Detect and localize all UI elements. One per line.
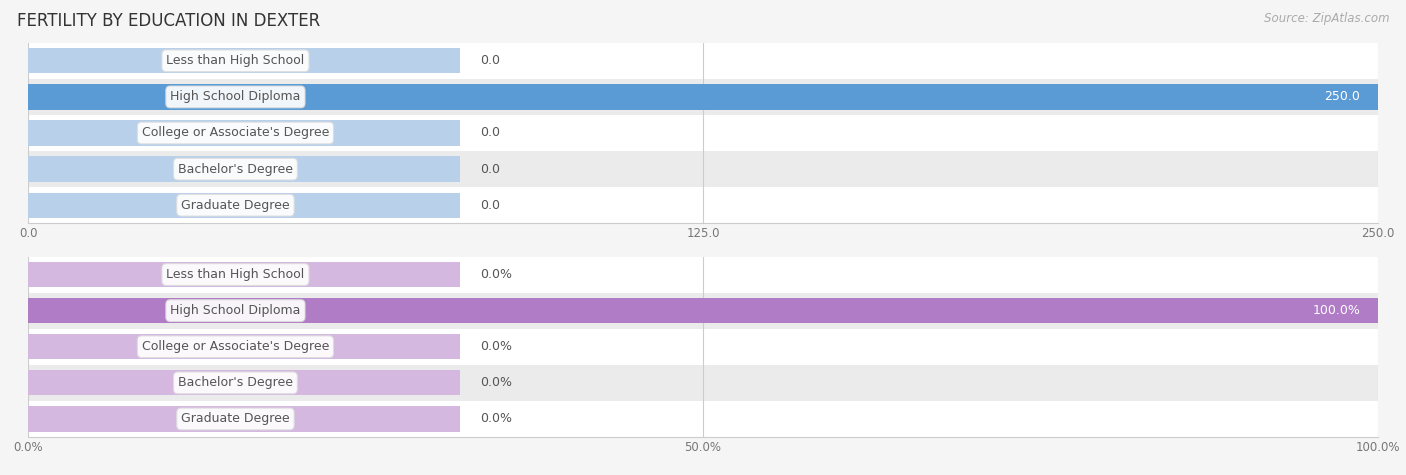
Bar bbox=[28, 187, 1378, 223]
Text: 0.0%: 0.0% bbox=[481, 340, 512, 353]
Bar bbox=[28, 298, 1378, 323]
Text: Less than High School: Less than High School bbox=[166, 54, 305, 67]
Bar bbox=[28, 256, 1378, 293]
Bar bbox=[28, 43, 1378, 79]
Bar bbox=[28, 329, 1378, 365]
Text: High School Diploma: High School Diploma bbox=[170, 304, 301, 317]
Bar bbox=[28, 151, 1378, 187]
Text: Bachelor's Degree: Bachelor's Degree bbox=[179, 376, 292, 390]
Bar bbox=[28, 120, 460, 146]
Text: Source: ZipAtlas.com: Source: ZipAtlas.com bbox=[1264, 12, 1389, 25]
Text: 0.0%: 0.0% bbox=[481, 412, 512, 426]
Bar bbox=[28, 293, 1378, 329]
Bar bbox=[28, 334, 460, 360]
Bar bbox=[28, 115, 1378, 151]
Text: Graduate Degree: Graduate Degree bbox=[181, 412, 290, 426]
Text: 0.0%: 0.0% bbox=[481, 268, 512, 281]
Bar bbox=[28, 48, 460, 74]
Bar bbox=[28, 370, 460, 396]
Bar bbox=[28, 79, 1378, 115]
Text: College or Associate's Degree: College or Associate's Degree bbox=[142, 340, 329, 353]
Text: 250.0: 250.0 bbox=[1324, 90, 1361, 104]
Bar bbox=[28, 365, 1378, 401]
Text: College or Associate's Degree: College or Associate's Degree bbox=[142, 126, 329, 140]
Text: Less than High School: Less than High School bbox=[166, 268, 305, 281]
Text: Graduate Degree: Graduate Degree bbox=[181, 199, 290, 212]
Bar bbox=[28, 406, 460, 432]
Text: 0.0: 0.0 bbox=[481, 54, 501, 67]
Bar bbox=[28, 401, 1378, 437]
Text: 0.0: 0.0 bbox=[481, 126, 501, 140]
Text: 0.0%: 0.0% bbox=[481, 376, 512, 390]
Text: 100.0%: 100.0% bbox=[1312, 304, 1361, 317]
Text: 0.0: 0.0 bbox=[481, 162, 501, 176]
Text: Bachelor's Degree: Bachelor's Degree bbox=[179, 162, 292, 176]
Bar bbox=[28, 262, 460, 287]
Bar bbox=[28, 84, 1378, 110]
Text: FERTILITY BY EDUCATION IN DEXTER: FERTILITY BY EDUCATION IN DEXTER bbox=[17, 12, 321, 30]
Text: High School Diploma: High School Diploma bbox=[170, 90, 301, 104]
Text: 0.0: 0.0 bbox=[481, 199, 501, 212]
Bar bbox=[28, 156, 460, 182]
Bar bbox=[28, 192, 460, 218]
